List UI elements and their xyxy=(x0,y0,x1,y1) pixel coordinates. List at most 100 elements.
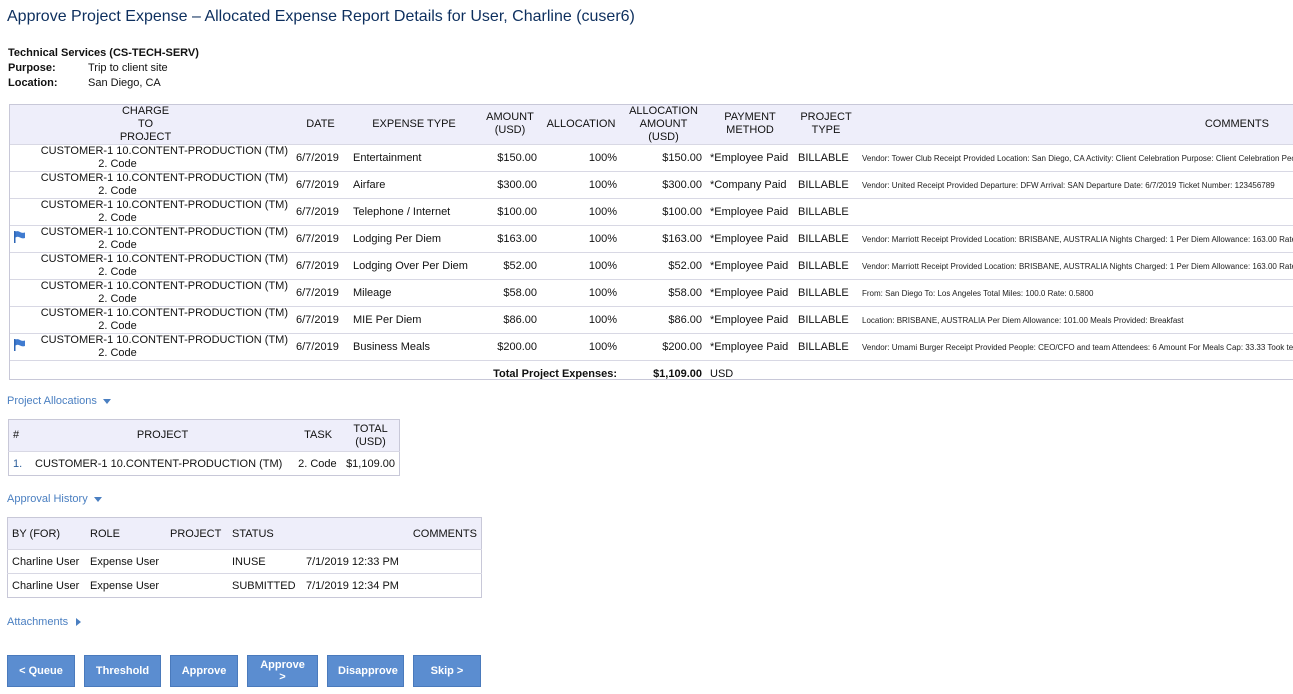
skip-button[interactable]: Skip > xyxy=(413,655,481,687)
hist-by: Charline User xyxy=(7,549,86,574)
alloc-task: 2. Code xyxy=(294,451,343,476)
action-buttons: < Queue Threshold Approve Approve > Disa… xyxy=(7,655,490,687)
expense-date: 6/7/2019 xyxy=(292,225,349,253)
alloc-header-task: TASK xyxy=(294,419,343,452)
hist-date: 7/1/2019 12:34 PM xyxy=(302,573,482,598)
payment-method: *Employee Paid xyxy=(706,198,794,226)
expense-comments: Location: BRISBANE, AUSTRALIA Per Diem A… xyxy=(858,306,1293,334)
queue-button[interactable]: < Queue xyxy=(7,655,75,687)
payment-method: *Employee Paid xyxy=(706,279,794,307)
alloc-project: CUSTOMER-1 10.CONTENT-PRODUCTION (TM) xyxy=(31,451,295,476)
hist-header-status: STATUS xyxy=(228,517,302,550)
approval-history-table: BY (FOR) ROLE PROJECT STATUS COMMENTS Ch… xyxy=(7,517,482,598)
expense-date: 6/7/2019 xyxy=(292,306,349,334)
table-row: CUSTOMER-1 10.CONTENT-PRODUCTION (TM) 2. … xyxy=(9,144,1293,172)
alloc-header-project: PROJECT xyxy=(31,419,295,452)
flag-icon[interactable] xyxy=(14,339,25,351)
expense-type: Business Meals xyxy=(349,333,479,361)
project-name: CUSTOMER-1 10.CONTENT-PRODUCTION (TM) xyxy=(40,334,288,347)
task-name: 2. Code xyxy=(98,320,137,332)
table-row: CUSTOMER-1 10.CONTENT-PRODUCTION (TM) 2. … xyxy=(9,198,1293,226)
expense-comments: Vendor: Umami Burger Receipt Provided Pe… xyxy=(858,333,1293,361)
project-allocations-toggle[interactable]: Project Allocations xyxy=(7,395,111,407)
expense-comments: Vendor: Marriott Receipt Provided Locati… xyxy=(858,225,1293,253)
expense-type: Lodging Over Per Diem xyxy=(349,252,479,280)
total-row: Total Project Expenses: $1,109.00 USD xyxy=(9,360,1293,387)
expense-alloc-amount: $150.00 xyxy=(621,144,706,172)
alloc-idx[interactable]: 1. xyxy=(8,451,31,476)
department-name: Technical Services (CS-TECH-SERV) xyxy=(8,47,199,59)
hist-project xyxy=(166,549,228,574)
allocations-table: # PROJECT TASK TOTAL (USD) 1. CUSTOMER-1… xyxy=(8,419,400,476)
table-row: Charline User Expense User SUBMITTED 7/1… xyxy=(7,573,482,598)
expense-type: Entertainment xyxy=(349,144,479,172)
approve-button[interactable]: Approve xyxy=(170,655,238,687)
expense-date: 6/7/2019 xyxy=(292,198,349,226)
expense-amount: $150.00 xyxy=(479,144,541,172)
expense-amount: $200.00 xyxy=(479,333,541,361)
col-header-charge: CHARGE TO PROJECT xyxy=(9,104,292,145)
expense-amount: $58.00 xyxy=(479,279,541,307)
expense-comments: Vendor: United Receipt Provided Departur… xyxy=(858,171,1293,199)
attachments-link[interactable]: Attachments xyxy=(7,616,69,628)
table-row: CUSTOMER-1 10.CONTENT-PRODUCTION (TM) 2. … xyxy=(9,171,1293,199)
expense-type: Lodging Per Diem xyxy=(349,225,479,253)
approval-history-toggle[interactable]: Approval History xyxy=(7,493,102,505)
project-type: BILLABLE xyxy=(794,144,858,172)
attachments-toggle[interactable]: Attachments xyxy=(7,616,82,628)
charge-to-project: CUSTOMER-1 10.CONTENT-PRODUCTION (TM) 2. … xyxy=(9,225,292,253)
task-name: 2. Code xyxy=(98,212,137,224)
charge-to-project: CUSTOMER-1 10.CONTENT-PRODUCTION (TM) 2. … xyxy=(9,252,292,280)
purpose-label: Purpose: xyxy=(8,62,56,74)
project-allocations-link[interactable]: Project Allocations xyxy=(7,395,97,407)
task-name: 2. Code xyxy=(98,158,137,170)
hist-header-comments: COMMENTS xyxy=(302,517,482,550)
approval-history-link[interactable]: Approval History xyxy=(7,493,88,505)
hist-header-role: ROLE xyxy=(86,517,166,550)
purpose-value: Trip to client site xyxy=(88,62,168,74)
disapprove-button[interactable]: Disapprove xyxy=(327,655,404,687)
expense-alloc-amount: $100.00 xyxy=(621,198,706,226)
charge-to-project: CUSTOMER-1 10.CONTENT-PRODUCTION (TM) 2. … xyxy=(9,144,292,172)
expense-date: 6/7/2019 xyxy=(292,333,349,361)
hist-status: INUSE xyxy=(228,549,302,574)
hist-header-by: BY (FOR) xyxy=(7,517,86,550)
task-name: 2. Code xyxy=(98,266,137,278)
expense-amount: $300.00 xyxy=(479,171,541,199)
threshold-button[interactable]: Threshold xyxy=(84,655,161,687)
expense-table: CHARGE TO PROJECT DATE EXPENSE TYPE AMOU… xyxy=(9,104,1293,387)
expense-alloc-amount: $163.00 xyxy=(621,225,706,253)
expense-amount: $100.00 xyxy=(479,198,541,226)
total-amount: $1,109.00 xyxy=(621,360,706,387)
col-header-allocation: ALLOCATION xyxy=(541,104,621,145)
task-name: 2. Code xyxy=(98,293,137,305)
alloc-header-total: TOTAL (USD) xyxy=(342,419,400,452)
payment-method: *Employee Paid xyxy=(706,333,794,361)
chevron-down-icon xyxy=(93,496,102,502)
hist-header-project: PROJECT xyxy=(166,517,228,550)
project-name: CUSTOMER-1 10.CONTENT-PRODUCTION (TM) xyxy=(40,307,288,320)
hist-role: Expense User xyxy=(86,549,166,574)
project-name: CUSTOMER-1 10.CONTENT-PRODUCTION (TM) xyxy=(40,172,288,185)
project-type: BILLABLE xyxy=(794,198,858,226)
flag-icon[interactable] xyxy=(14,231,25,243)
table-row: CUSTOMER-1 10.CONTENT-PRODUCTION (TM) 2. … xyxy=(9,279,1293,307)
expense-comments xyxy=(858,198,1293,226)
expense-type: Telephone / Internet xyxy=(349,198,479,226)
page-title: Approve Project Expense – Allocated Expe… xyxy=(7,8,635,25)
project-name: CUSTOMER-1 10.CONTENT-PRODUCTION (TM) xyxy=(40,145,288,158)
expense-date: 6/7/2019 xyxy=(292,144,349,172)
charge-to-project: CUSTOMER-1 10.CONTENT-PRODUCTION (TM) 2. … xyxy=(9,279,292,307)
expense-allocation: 100% xyxy=(541,225,621,253)
expense-allocation: 100% xyxy=(541,171,621,199)
total-currency: USD xyxy=(706,360,794,387)
approve-next-button[interactable]: Approve > xyxy=(247,655,318,687)
col-header-type: EXPENSE TYPE xyxy=(349,104,479,145)
chevron-down-icon xyxy=(102,398,111,404)
report-info: Technical Services (CS-TECH-SERV) Purpos… xyxy=(8,46,199,91)
expense-table-container: CHARGE TO PROJECT DATE EXPENSE TYPE AMOU… xyxy=(9,104,1293,387)
expense-alloc-amount: $200.00 xyxy=(621,333,706,361)
total-label: Total Project Expenses: xyxy=(9,360,621,387)
col-header-payment: PAYMENT METHOD xyxy=(706,104,794,145)
expense-amount: $163.00 xyxy=(479,225,541,253)
